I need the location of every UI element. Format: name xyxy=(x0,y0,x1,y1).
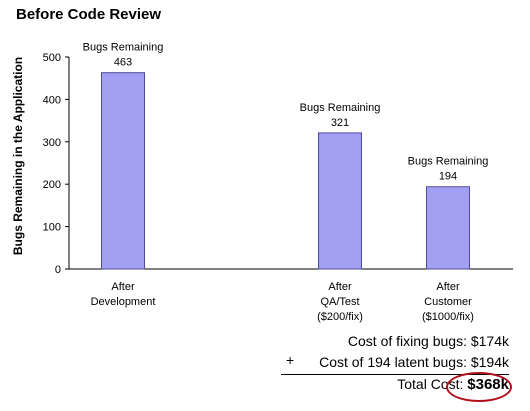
bar-data-label-value: 194 xyxy=(439,171,457,183)
y-tick-label: 200 xyxy=(43,179,61,191)
x-category-label: After xyxy=(436,281,460,293)
bar xyxy=(318,132,362,270)
x-category-label: QA/Test xyxy=(320,296,359,308)
y-tick-label: 500 xyxy=(43,52,61,64)
bar-data-label-caption: Bugs Remaining xyxy=(83,42,164,54)
total-highlight-oval xyxy=(446,372,512,402)
x-category-label: After xyxy=(111,281,135,293)
y-tick-label: 100 xyxy=(43,222,61,234)
bar-data-label-caption: Bugs Remaining xyxy=(408,156,489,168)
x-category-label: Development xyxy=(91,296,156,308)
bar-data-label-value: 463 xyxy=(114,57,132,69)
y-tick-label: 0 xyxy=(55,264,61,276)
x-category-label: ($1000/fix) xyxy=(422,311,474,323)
plus-sign: + xyxy=(286,352,295,368)
y-tick-label: 300 xyxy=(43,137,61,149)
bar-data-label-value: 321 xyxy=(331,117,349,129)
bar-data-label-caption: Bugs Remaining xyxy=(300,102,381,114)
sum-divider xyxy=(281,374,509,375)
cost-fixing-text: Cost of fixing bugs: $174k xyxy=(347,333,509,349)
bar xyxy=(426,186,470,270)
x-category-label: Customer xyxy=(424,296,472,308)
bar xyxy=(101,72,145,270)
cost-latent-text: Cost of 194 latent bugs: $194k xyxy=(319,354,509,370)
y-tick-label: 400 xyxy=(43,94,61,106)
x-category-label: ($200/fix) xyxy=(317,311,363,323)
chart-title: Before Code Review xyxy=(16,6,162,23)
x-category-label: After xyxy=(328,281,352,293)
